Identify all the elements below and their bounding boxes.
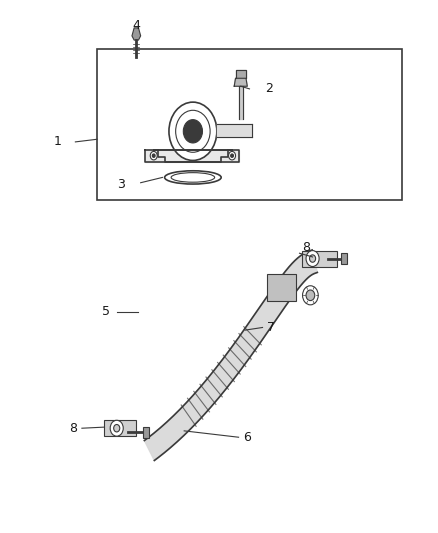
Circle shape [306, 290, 315, 301]
Polygon shape [143, 427, 149, 438]
Polygon shape [145, 250, 318, 461]
Text: 3: 3 [117, 178, 125, 191]
Circle shape [110, 420, 123, 436]
Polygon shape [132, 28, 141, 40]
Circle shape [150, 151, 157, 160]
Polygon shape [145, 150, 239, 161]
Text: 8: 8 [302, 241, 310, 254]
Ellipse shape [171, 173, 215, 182]
Circle shape [229, 151, 236, 160]
Bar [104, 420, 136, 436]
Circle shape [310, 255, 316, 262]
Circle shape [176, 110, 210, 152]
Text: 1: 1 [54, 135, 62, 148]
Text: 6: 6 [244, 431, 251, 444]
Circle shape [184, 119, 202, 143]
Circle shape [231, 154, 233, 157]
Circle shape [303, 286, 318, 305]
Circle shape [152, 154, 155, 157]
Bar [97, 49, 402, 200]
Circle shape [306, 251, 319, 266]
Circle shape [169, 102, 217, 160]
Polygon shape [234, 78, 247, 86]
Ellipse shape [165, 171, 221, 184]
Text: 5: 5 [102, 305, 110, 318]
Bar [302, 251, 336, 266]
Text: 4: 4 [132, 19, 140, 32]
Polygon shape [341, 253, 347, 264]
Text: 8: 8 [69, 422, 77, 435]
Polygon shape [239, 86, 243, 119]
Text: 2: 2 [265, 83, 273, 95]
Circle shape [114, 424, 120, 432]
Polygon shape [236, 70, 246, 78]
Text: 7: 7 [267, 321, 275, 334]
Bar [267, 274, 296, 301]
